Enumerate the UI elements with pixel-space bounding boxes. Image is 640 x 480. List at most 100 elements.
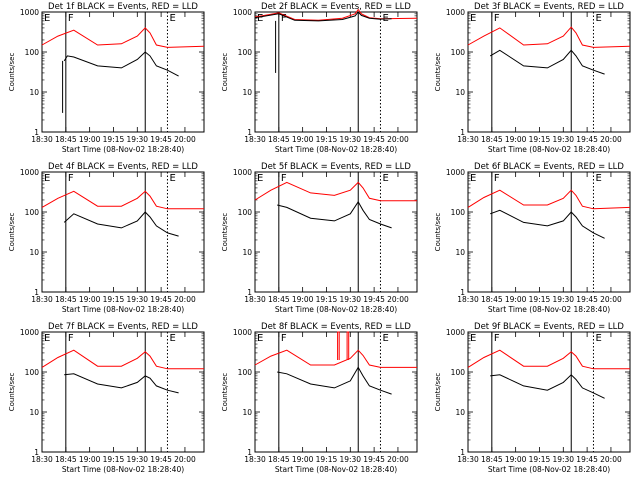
time-marker-label: E [382,173,388,184]
y-axis-label: Counts/sec [8,213,16,252]
panel-title: Det 5f BLACK = Events, RED = LLD [261,162,411,172]
y-tick-label: 1000 [446,168,465,177]
x-tick-label: 18:30 [31,295,53,304]
time-marker-label: E [169,333,175,344]
time-marker-label: F [68,173,74,184]
time-marker-label: E [257,333,263,344]
y-axis-label: Counts/sec [434,213,442,252]
y-tick-label: 1 [460,288,465,297]
y-tick-label: 1000 [20,8,39,17]
x-tick-label: 19:45 [576,455,598,464]
series-events-line [63,211,179,237]
x-tick-label: 19:00 [505,455,527,464]
y-tick-label: 100 [25,368,40,377]
series-lld-line [41,349,204,370]
y-tick-label: 10 [29,248,39,257]
x-tick-label: 19:00 [292,455,314,464]
x-tick-label: 20:00 [387,455,409,464]
x-tick-label: 20:00 [600,135,622,144]
x-axis-label: Start Time (08-Nov-02 18:28:40) [275,305,397,314]
time-marker-label: E [257,13,263,24]
series-lld-line [467,349,630,370]
x-axis-label: Start Time (08-Nov-02 18:28:40) [488,145,610,154]
panel-title: Det 8f BLACK = Events, RED = LLD [261,322,411,332]
x-tick-label: 19:15 [103,135,125,144]
x-tick-label: 19:45 [576,135,598,144]
x-tick-label: 19:15 [316,455,338,464]
x-tick-label: 19:45 [363,135,385,144]
x-tick-label: 18:30 [31,135,53,144]
x-tick-label: 20:00 [600,455,622,464]
time-marker-label: E [44,173,50,184]
y-tick-label: 1 [460,448,465,457]
x-tick-label: 18:45 [481,455,503,464]
series-lld-line [254,181,417,202]
x-tick-label: 18:30 [457,295,479,304]
x-tick-label: 19:00 [505,295,527,304]
y-tick-label: 100 [25,208,40,217]
detector-panel-8: Det 8f BLACK = Events, RED = LLD 1 10 100 10… [221,322,418,474]
x-tick-label: 18:45 [481,135,503,144]
y-tick-label: 1 [247,448,252,457]
x-tick-label: 18:30 [244,295,266,304]
y-axis-label: Counts/sec [221,53,229,92]
detector-panel-7: Det 7f BLACK = Events, RED = LLD 1 10 100 10… [8,322,205,474]
y-tick-label: 10 [29,88,39,97]
x-tick-label: 19:30 [552,295,574,304]
y-tick-label: 1000 [20,328,39,337]
x-tick-label: 19:45 [576,295,598,304]
y-axis-label: Counts/sec [221,373,229,412]
series-lld-line [254,349,417,368]
series-lld-spike-1-line [337,331,340,360]
x-tick-label: 18:30 [244,135,266,144]
x-tick-label: 20:00 [174,135,196,144]
series-lld-spike-2-line [346,331,350,360]
y-tick-label: 1 [34,288,39,297]
detector-panel-6: Det 6f BLACK = Events, RED = LLD 1 10 100 10… [434,162,631,314]
x-axis-label: Start Time (08-Nov-02 18:28:40) [275,465,397,474]
panel-title: Det 4f BLACK = Events, RED = LLD [48,162,198,172]
x-tick-label: 19:45 [363,295,385,304]
y-tick-label: 100 [238,208,253,217]
time-marker-label: F [494,13,500,24]
x-tick-label: 19:30 [552,455,574,464]
panel-title: Det 6f BLACK = Events, RED = LLD [474,162,624,172]
time-marker-label: E [44,13,50,24]
time-marker-label: E [257,173,263,184]
series-events-line [63,51,179,77]
y-tick-label: 10 [455,88,465,97]
time-marker-label: F [68,13,74,24]
x-tick-label: 19:00 [292,135,314,144]
x-tick-label: 19:45 [363,455,385,464]
time-marker-label: F [281,333,287,344]
detector-panel-2: Det 2f BLACK = Events, RED = LLD 1 10 100 10… [221,2,418,154]
y-tick-label: 10 [242,88,252,97]
y-tick-label: 100 [451,48,466,57]
x-tick-label: 19:00 [292,295,314,304]
y-tick-label: 100 [451,208,466,217]
x-tick-label: 18:45 [55,455,77,464]
x-tick-label: 19:00 [79,135,101,144]
y-tick-label: 1 [34,128,39,137]
x-tick-label: 18:45 [55,135,77,144]
x-tick-label: 18:45 [268,295,290,304]
x-tick-label: 19:15 [316,135,338,144]
x-tick-label: 19:15 [529,455,551,464]
y-axis-label: Counts/sec [221,213,229,252]
time-marker-label: E [470,13,476,24]
time-marker-label: F [281,13,287,24]
detector-panel-1: Det 1f BLACK = Events, RED = LLD 1 10 100 10… [8,2,205,154]
x-axis-label: Start Time (08-Nov-02 18:28:40) [275,145,397,154]
x-tick-label: 19:15 [529,295,551,304]
x-tick-label: 19:15 [103,295,125,304]
x-tick-label: 19:30 [552,135,574,144]
series-lld-line [41,27,205,48]
x-axis-label: Start Time (08-Nov-02 18:28:40) [62,305,184,314]
series-events-line [64,373,179,394]
time-marker-label: E [595,173,601,184]
series-lld-line [41,190,204,210]
series-lld-line [467,26,631,48]
time-marker-label: E [169,13,175,24]
panel-title: Det 7f BLACK = Events, RED = LLD [48,322,198,332]
x-tick-label: 20:00 [600,295,622,304]
